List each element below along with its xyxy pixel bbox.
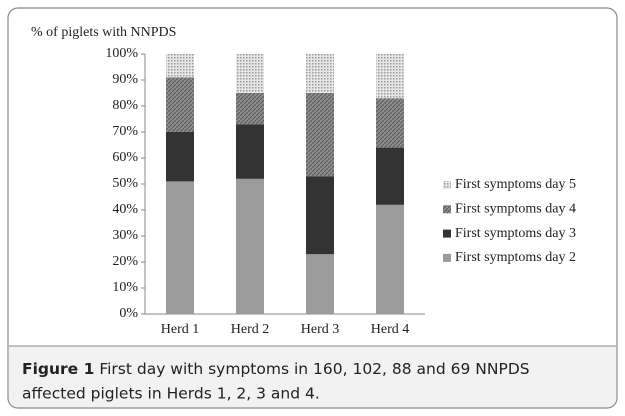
caption-label: Figure 1	[22, 360, 94, 378]
y-tick-label: 90%	[112, 72, 138, 87]
legend-swatch	[443, 181, 451, 189]
y-tick-label: 20%	[112, 254, 138, 269]
legend-label: First symptoms day 4	[455, 202, 576, 217]
bar-segment	[376, 204, 404, 314]
bar-segment	[236, 124, 264, 179]
x-tick-label: Herd 4	[371, 322, 410, 337]
y-tick-label: 60%	[112, 150, 138, 165]
legend-label: First symptoms day 3	[455, 226, 576, 241]
bar-segment	[306, 176, 334, 255]
caption-text: First day with symptoms in 160, 102, 88 …	[99, 360, 529, 378]
caption: Figure 1 First day with symptoms in 160,…	[22, 360, 530, 378]
bar-segment	[236, 93, 264, 125]
bar-segment	[236, 178, 264, 314]
bar-segment	[166, 132, 194, 182]
bar-segment	[166, 54, 194, 78]
bar-segment	[236, 54, 264, 93]
bar-segment	[166, 181, 194, 314]
caption-bg	[9, 346, 616, 407]
y-tick-label: 10%	[112, 280, 138, 295]
y-tick-label: 40%	[112, 202, 138, 217]
bar-segment	[376, 98, 404, 148]
x-tick-label: Herd 2	[231, 322, 270, 337]
y-axis-label: % of piglets with NNPDS	[31, 25, 176, 40]
legend-swatch	[443, 229, 451, 238]
bar-segment	[166, 77, 194, 132]
bar-segment	[306, 93, 334, 177]
legend-label: First symptoms day 5	[455, 177, 576, 192]
bar-segment	[376, 147, 404, 205]
y-tick-label: 70%	[112, 124, 138, 139]
bar-segment	[376, 54, 404, 99]
legend-swatch	[443, 253, 451, 262]
x-tick-label: Herd 1	[161, 322, 200, 337]
bar-segment	[306, 54, 334, 93]
x-tick-label: Herd 3	[301, 322, 340, 337]
bar-segment	[306, 254, 334, 314]
y-tick-label: 50%	[112, 176, 138, 191]
legend-swatch	[443, 205, 451, 214]
legend-label: First symptoms day 2	[455, 250, 576, 265]
y-tick-label: 80%	[112, 98, 138, 113]
y-tick-label: 0%	[119, 306, 138, 321]
caption-text: affected piglets in Herds 1, 2, 3 and 4.	[22, 385, 320, 403]
y-tick-label: 100%	[105, 46, 138, 61]
y-tick-label: 30%	[112, 228, 138, 243]
plot: 0% 10% 20% 30% 40% 50% 60% 70% 80% 90% 100% Herd 1 H…	[105, 46, 576, 337]
